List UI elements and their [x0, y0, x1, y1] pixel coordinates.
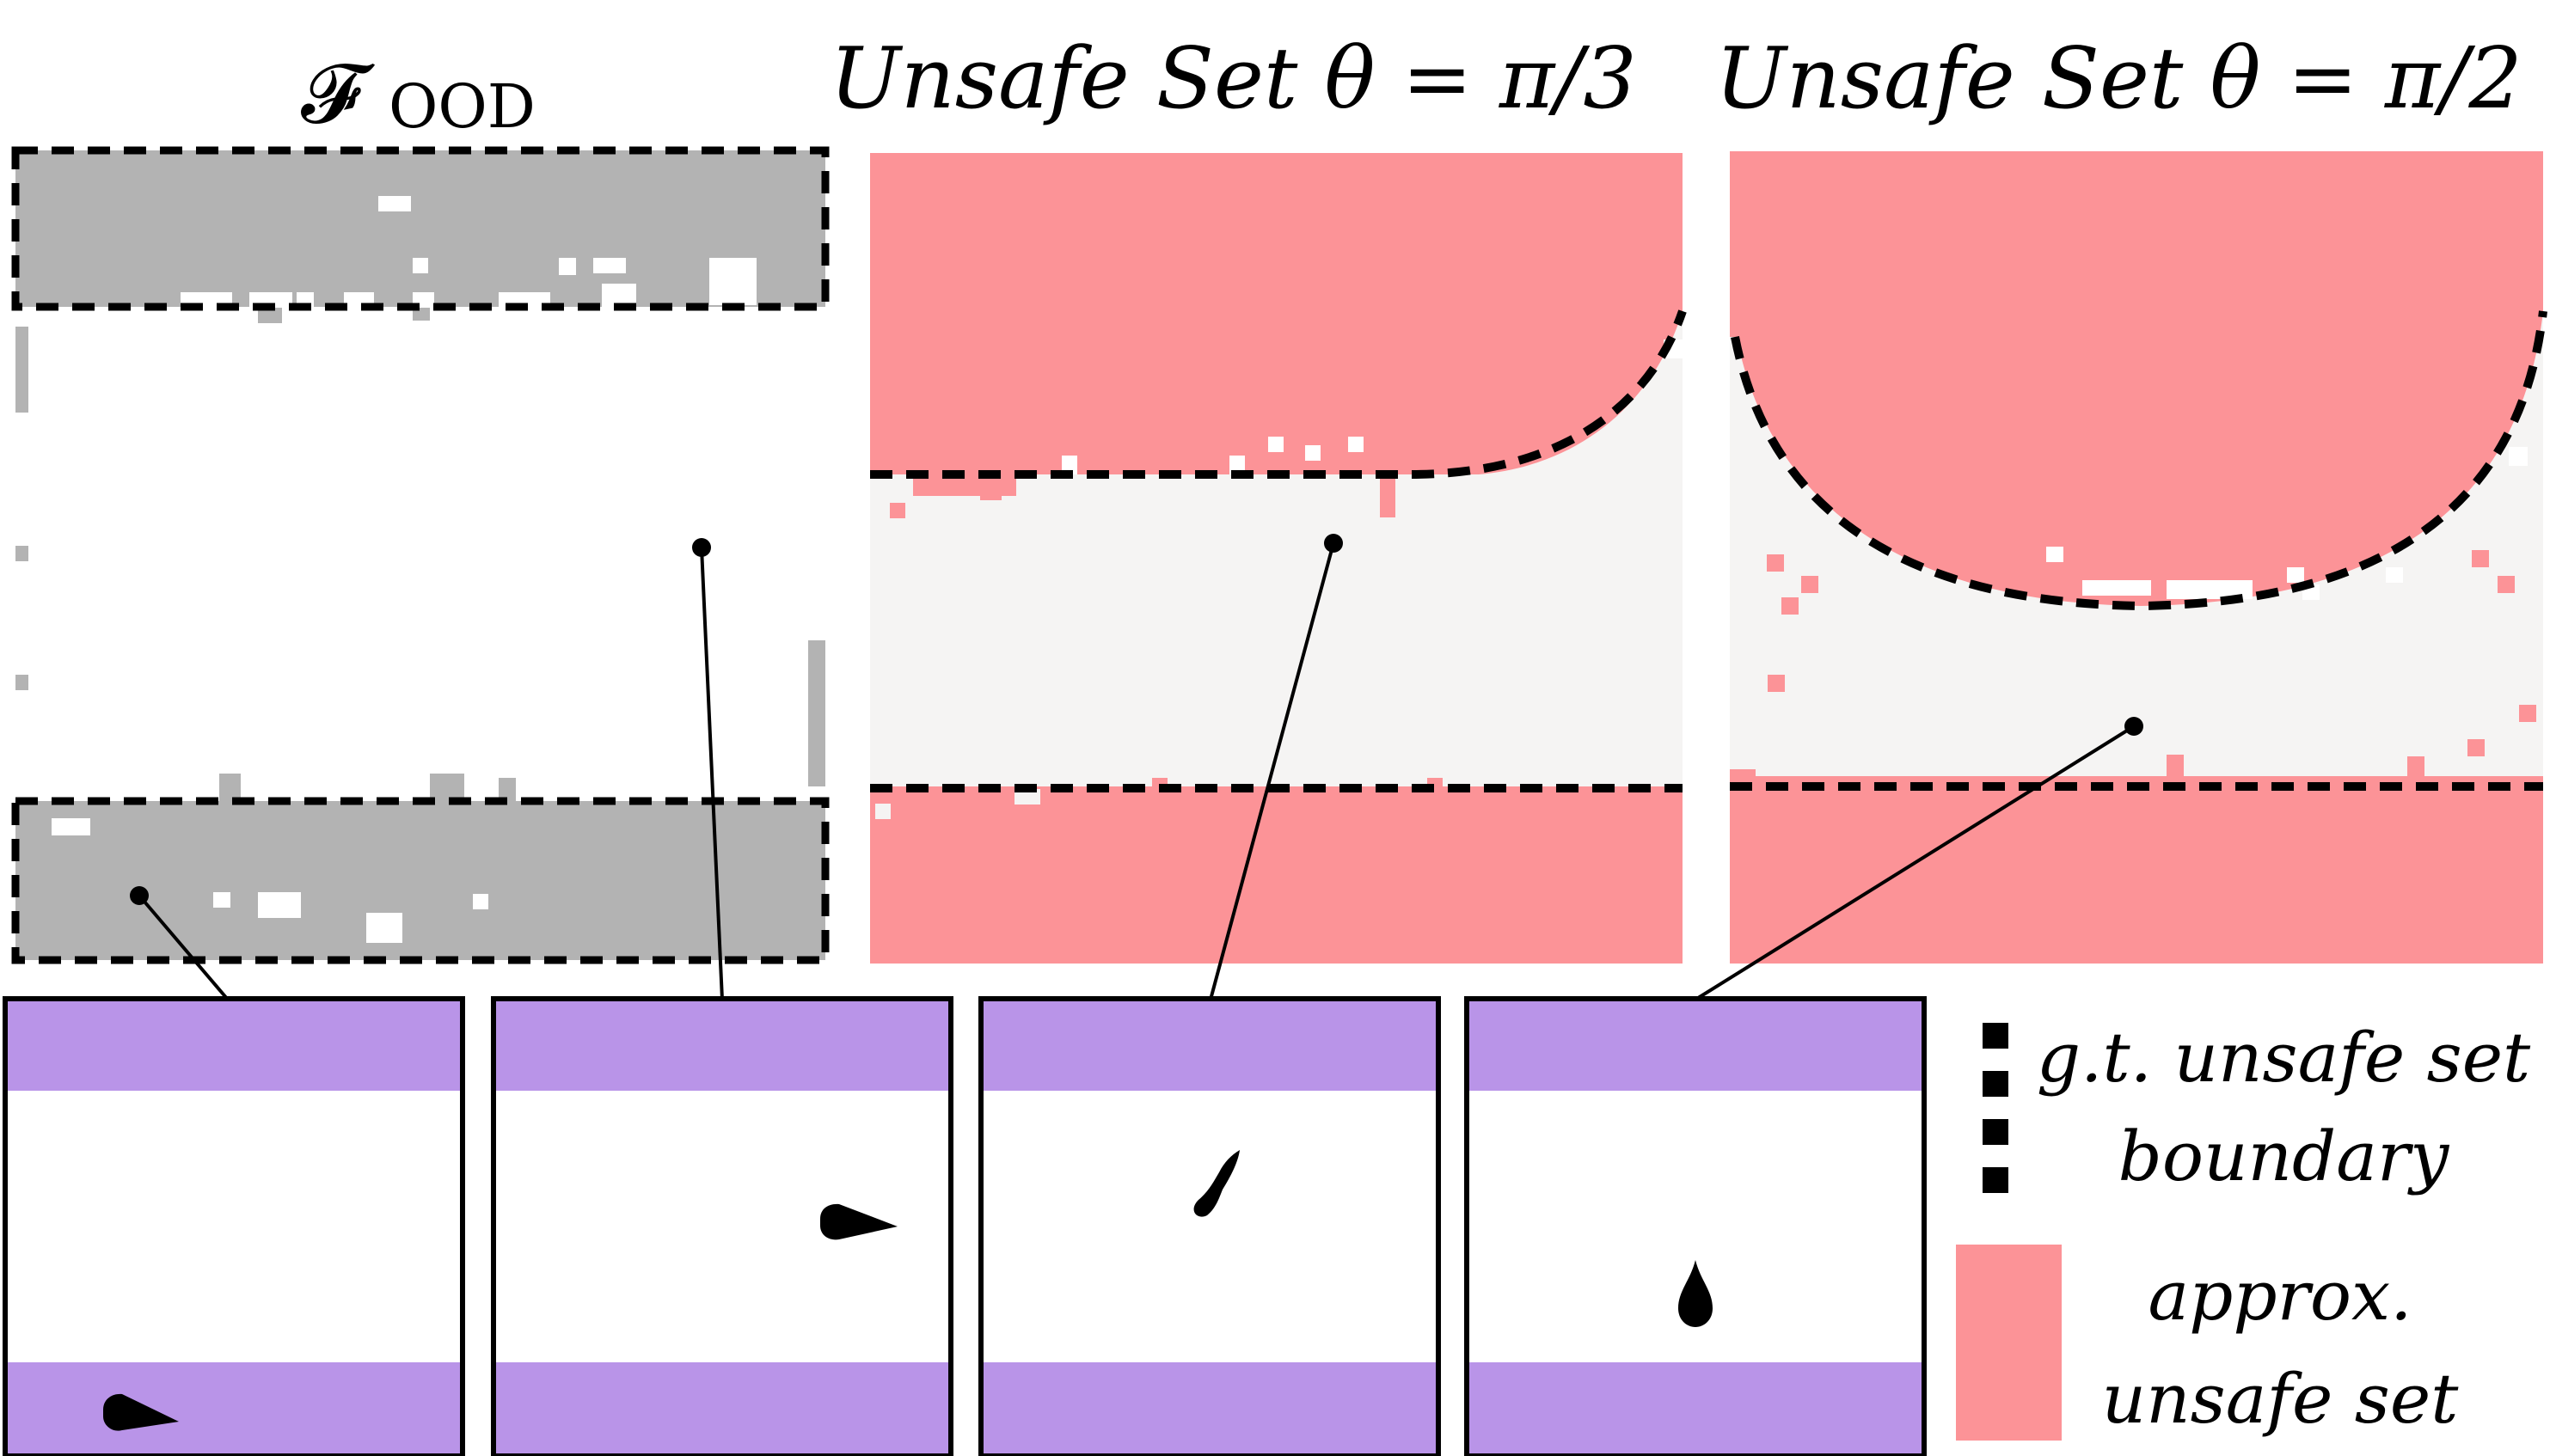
speckle-pixel [559, 258, 576, 275]
speckle-pixel [1305, 445, 1321, 461]
purple-band-bottom [1467, 1362, 1924, 1456]
agent-icon [1678, 1260, 1713, 1327]
speckle-pixel [1348, 437, 1364, 452]
ood-region-bottom [15, 801, 825, 960]
unsafe-speckle-pixels-pi3 [875, 340, 1683, 819]
agent-icon [820, 1203, 898, 1240]
unsafe-map-pi3-panel [870, 153, 1687, 964]
speckle-pixel [2509, 447, 2528, 466]
observation-2 [491, 996, 953, 1456]
legend-approx-label-line2: unsafe set [2102, 1359, 2460, 1439]
legend-gt-label-line1: g.t. unsafe set [2037, 1018, 2531, 1098]
speckle-pixel [1014, 789, 1040, 804]
speckle-pixel [1768, 675, 1785, 692]
speckle-pixel [1801, 576, 1818, 593]
speckle-pixel [1229, 456, 1245, 474]
gt-boundary-curve-pi2 [1731, 310, 2547, 611]
speckle-pixel [2472, 550, 2489, 567]
purple-band-top [981, 999, 1438, 1091]
purple-band-top [493, 999, 951, 1091]
speckle-pixel [808, 640, 825, 786]
legend: g.t. unsafe set boundary approx. unsafe … [1956, 1018, 2531, 1441]
speckle-pixel [2287, 567, 2304, 583]
unsafe-region-bottom-pi3 [870, 786, 1683, 964]
purple-band-bottom [5, 1362, 463, 1456]
legend-dashed-boundary-icon [1983, 1023, 2008, 1193]
connector-line-3 [1209, 542, 1335, 1000]
connectors [130, 534, 2143, 1001]
speckle-pixel [890, 503, 905, 518]
title-unsafe-pi2: Unsafe Set θ = π/2 [1715, 30, 2522, 128]
title-unsafe-pi3: Unsafe Set θ = π/3 [830, 30, 1637, 128]
speckle-pixel [15, 327, 28, 413]
legend-approx-swatch [1956, 1245, 2062, 1441]
observation-frame [978, 996, 1441, 1456]
connector-line-1 [138, 894, 230, 1001]
speckle-pixel [499, 778, 516, 801]
speckle-pixel [2407, 756, 2424, 778]
title-ood-main: 𝓕 [301, 46, 376, 142]
speckle-pixel [1062, 456, 1077, 474]
purple-band-bottom [493, 1362, 951, 1456]
ood-map-panel [11, 146, 830, 964]
speckle-pixel [258, 308, 282, 323]
speckle-pixel [2082, 580, 2151, 596]
speckle-pixel [413, 308, 430, 321]
speckle-pixel [15, 675, 28, 690]
speckle-pixel [15, 546, 28, 561]
agent-icon [1193, 1150, 1240, 1217]
speckle-pixel [875, 804, 891, 819]
speckle-pixel [2167, 580, 2253, 599]
speckle-pixel [980, 481, 1002, 500]
connector-line-2 [700, 547, 724, 1000]
speckle-pixel [2498, 576, 2515, 593]
gt-unsafe-boundary-bottom [11, 797, 830, 964]
speckle-pixel [378, 196, 411, 211]
observation-1 [3, 996, 465, 1456]
title-ood: 𝓕 OOD [301, 46, 536, 142]
speckle-pixel [473, 894, 488, 909]
observation-3 [978, 996, 1441, 1456]
speckle-pixel [2167, 755, 2184, 776]
speckle-pixel [2467, 739, 2485, 756]
purple-band-top [5, 999, 463, 1091]
observation-frame [3, 996, 465, 1456]
ood-region-top [15, 150, 825, 307]
speckle-pixel [213, 892, 230, 908]
speckle-pixel [366, 913, 402, 943]
title-ood-sub: OOD [389, 71, 536, 142]
legend-gt-label-line2: boundary [2118, 1116, 2451, 1196]
agent-icon [103, 1393, 179, 1431]
unsafe-region-top-pi2 [1730, 151, 2543, 606]
gt-boundary-curve-pi3 [870, 309, 1687, 479]
speckle-pixel [258, 892, 301, 918]
unsafe-region-top-pi3 [870, 153, 1683, 474]
observation-4 [1464, 996, 1927, 1456]
speckle-pixel [52, 818, 90, 835]
speckle-pixel [1380, 474, 1395, 517]
purple-band-top [1467, 999, 1924, 1091]
speckle-pixel [593, 258, 626, 273]
purple-band-bottom [981, 1362, 1438, 1456]
speckle-pixel [1268, 437, 1284, 452]
speckle-pixel [1781, 597, 1799, 615]
speckle-pixel [413, 258, 428, 273]
speckle-pixel [1767, 554, 1784, 572]
speckle-pixel [2386, 567, 2403, 583]
observation-frame [1464, 996, 1927, 1456]
gt-unsafe-boundary-top [11, 146, 830, 311]
speckle-pixel [2519, 705, 2536, 722]
speckle-pixel [2046, 547, 2063, 562]
speckle-pixel [219, 774, 241, 801]
observation-frame [491, 996, 953, 1456]
speckle-pixel [709, 258, 757, 305]
speckle-pixel [430, 774, 464, 801]
connector-line-4 [1694, 725, 2136, 1001]
unsafe-region-bottom-pi2 [1730, 776, 2543, 964]
legend-approx-label-line1: approx. [2148, 1256, 2412, 1336]
unsafe-map-pi2-panel [1730, 151, 2547, 964]
